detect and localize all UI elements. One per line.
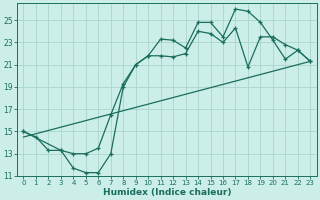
X-axis label: Humidex (Indice chaleur): Humidex (Indice chaleur) <box>103 188 231 197</box>
